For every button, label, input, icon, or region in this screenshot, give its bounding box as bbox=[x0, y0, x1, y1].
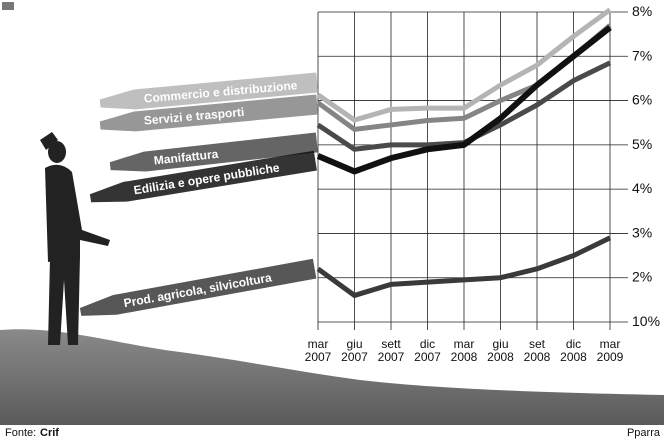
ribbon-shape bbox=[99, 94, 319, 132]
x-tick-label: 2007 bbox=[305, 350, 332, 364]
ribbon-shape bbox=[99, 72, 319, 110]
ribbon-shape bbox=[109, 132, 318, 172]
x-tick-label: mar bbox=[308, 337, 329, 351]
corner-mark bbox=[2, 2, 14, 10]
series-line bbox=[316, 235, 612, 298]
x-tick-label: 2008 bbox=[451, 350, 478, 364]
x-tick-label: dic bbox=[420, 337, 435, 351]
hill bbox=[0, 329, 664, 425]
credit: Pparra bbox=[627, 427, 661, 439]
x-tick-label: 2007 bbox=[341, 350, 368, 364]
y-tick-label: 8% bbox=[632, 3, 652, 19]
series-line bbox=[316, 25, 612, 175]
y-tick-label: 5% bbox=[632, 136, 652, 152]
x-tick-label: 2008 bbox=[560, 350, 587, 364]
x-tick-label: set bbox=[529, 337, 546, 351]
x-tick-label: dic bbox=[566, 337, 581, 351]
y-tick-label: 3% bbox=[632, 224, 652, 240]
y-tick-label: 4% bbox=[632, 180, 652, 196]
y-tick-label: 10% bbox=[632, 313, 660, 329]
plot-area: 10%2%3%4%5%6%7%8%mar2007giu2007sett2007d… bbox=[305, 3, 660, 364]
legend-label: Manifattura bbox=[153, 147, 219, 168]
x-tick-label: 2007 bbox=[414, 350, 441, 364]
y-tick-label: 6% bbox=[632, 92, 652, 108]
source: Crif bbox=[40, 427, 59, 439]
x-tick-label: giu bbox=[492, 337, 508, 351]
source-label: Fonte: bbox=[5, 427, 36, 439]
series-ribbon: Prod. agricola, silvicoltura bbox=[79, 258, 317, 316]
x-tick-label: 2009 bbox=[597, 350, 624, 364]
x-tick-label: 2007 bbox=[378, 350, 405, 364]
ribbon-shape bbox=[89, 150, 317, 203]
y-tick-label: 7% bbox=[632, 47, 652, 63]
x-tick-label: mar bbox=[600, 337, 621, 351]
series-ribbon: Servizi e trasporti bbox=[99, 94, 319, 132]
ribbon-shape bbox=[79, 258, 317, 316]
x-tick-label: 2008 bbox=[487, 350, 514, 364]
y-tick-label: 2% bbox=[632, 269, 652, 285]
series-ribbon: Manifattura bbox=[109, 132, 318, 172]
series-line bbox=[316, 7, 612, 123]
x-tick-label: mar bbox=[454, 337, 475, 351]
person bbox=[40, 132, 110, 345]
x-tick-label: 2008 bbox=[524, 350, 551, 364]
x-tick-label: giu bbox=[346, 337, 362, 351]
x-tick-label: sett bbox=[381, 337, 401, 351]
